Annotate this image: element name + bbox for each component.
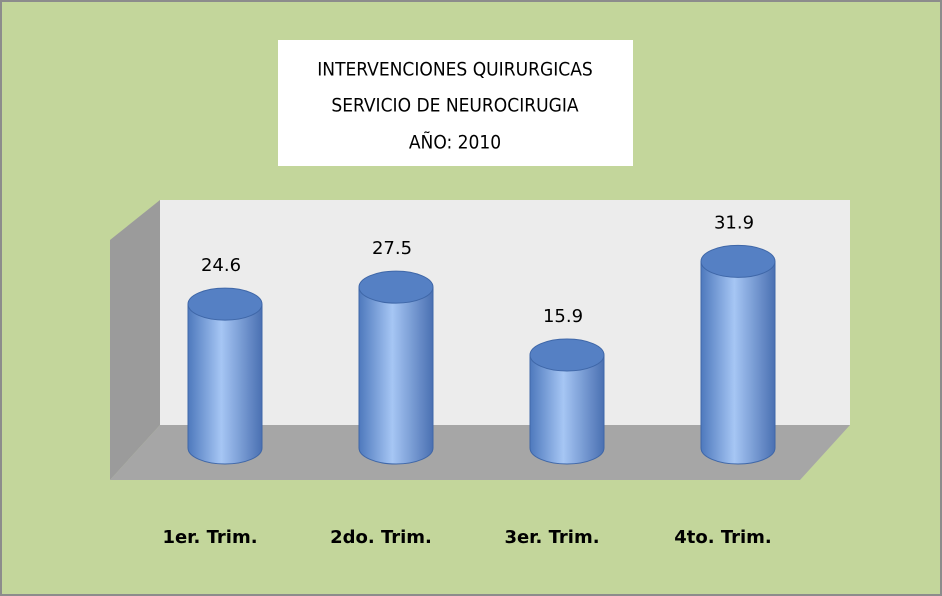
cylinder-top — [529, 338, 605, 372]
cylinder-top — [187, 287, 263, 321]
floor — [110, 425, 850, 480]
side-wall — [110, 200, 160, 480]
title-box — [278, 40, 633, 166]
chart-title: AÑO: 2010 — [409, 131, 501, 154]
cylinder-top — [358, 270, 434, 304]
cylinder-top — [700, 244, 776, 278]
chart-title: INTERVENCIONES QUIRURGICAS — [317, 59, 593, 81]
x-tick-label: 3er. Trim. — [504, 527, 599, 548]
value-label: 31.9 — [714, 212, 754, 233]
bar — [359, 287, 433, 448]
x-tick-label: 1er. Trim. — [162, 527, 257, 548]
x-tick-label: 4to. Trim. — [674, 527, 772, 548]
value-label: 15.9 — [543, 306, 583, 327]
x-tick-label: 2do. Trim. — [330, 527, 432, 548]
value-label: 27.5 — [372, 238, 412, 259]
value-label: 24.6 — [201, 255, 241, 276]
bar — [701, 261, 775, 448]
chart-title: SERVICIO DE NEUROCIRUGIA — [331, 95, 579, 117]
bar — [188, 304, 262, 448]
